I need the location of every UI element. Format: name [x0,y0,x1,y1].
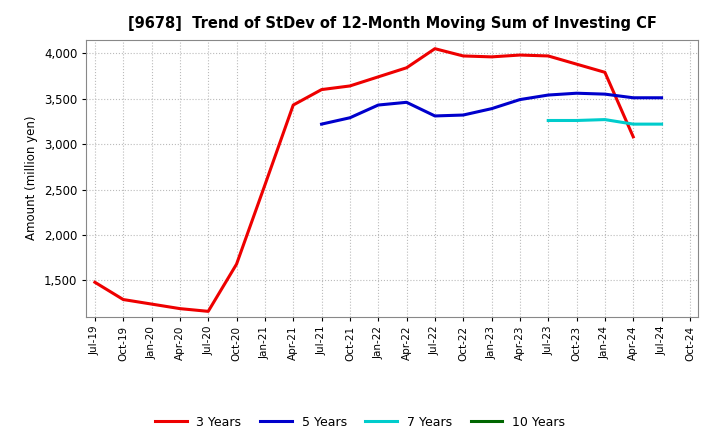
Y-axis label: Amount (million yen): Amount (million yen) [25,116,38,240]
Title: [9678]  Trend of StDev of 12-Month Moving Sum of Investing CF: [9678] Trend of StDev of 12-Month Moving… [128,16,657,32]
Legend: 3 Years, 5 Years, 7 Years, 10 Years: 3 Years, 5 Years, 7 Years, 10 Years [150,411,570,434]
